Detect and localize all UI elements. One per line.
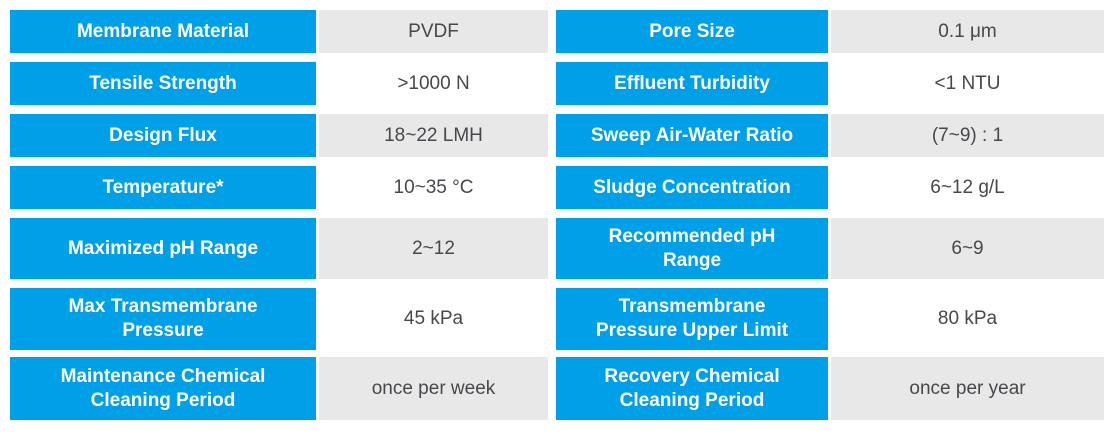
- label-text: Design Flux: [109, 124, 217, 146]
- label-recovery-chemical-cleaning-period: Recovery Chemical Cleaning Period: [556, 357, 828, 420]
- label-membrane-material: Membrane Material: [10, 10, 316, 53]
- value-maximized-ph-range: 2~12: [319, 218, 548, 279]
- value-sweep-air-water-ratio: (7~9) : 1: [831, 114, 1104, 157]
- value-text: 2~12: [412, 237, 455, 259]
- label-maximized-ph-range: Maximized pH Range: [10, 218, 316, 279]
- value-text: 6~9: [951, 237, 984, 259]
- label-text: Pressure Upper Limit: [595, 320, 789, 341]
- value-pore-size: 0.1 μm: [831, 10, 1104, 53]
- label-text: Membrane Material: [76, 20, 250, 42]
- value-transmembrane-pressure-upper-limit: 80 kPa: [831, 288, 1104, 350]
- label-text: Max Transmembrane: [68, 296, 258, 317]
- value-tensile-strength: >1000 N: [319, 62, 548, 105]
- value-text: >1000 N: [397, 72, 470, 94]
- value-text: 80 kPa: [937, 308, 998, 329]
- label-text: Maximized pH Range: [67, 237, 259, 259]
- label-text: Sludge Concentration: [593, 176, 791, 198]
- label-text: Sweep Air-Water Ratio: [590, 124, 794, 146]
- value-sludge-concentration: 6~12 g/L: [831, 166, 1104, 209]
- value-text: 18~22 LMH: [384, 124, 483, 146]
- value-text: once per week: [371, 377, 496, 399]
- value-text: 0.1 μm: [938, 20, 997, 42]
- label-sweep-air-water-ratio: Sweep Air-Water Ratio: [556, 114, 828, 157]
- value-text: <1 NTU: [934, 72, 1001, 94]
- value-text: once per year: [909, 377, 1026, 399]
- label-tensile-strength: Tensile Strength: [10, 62, 316, 105]
- label-text: Tensile Strength: [89, 72, 237, 94]
- value-text: (7~9) : 1: [931, 124, 1004, 146]
- value-text: 10~35 °C: [393, 176, 474, 198]
- label-text: Transmembrane: [618, 296, 766, 317]
- label-text: Maintenance Chemical: [60, 365, 266, 387]
- value-design-flux: 18~22 LMH: [319, 114, 548, 157]
- label-temperature: Temperature*: [10, 166, 316, 209]
- label-effluent-turbidity: Effluent Turbidity: [556, 62, 828, 105]
- value-temperature: 10~35 °C: [319, 166, 548, 209]
- value-membrane-material: PVDF: [319, 10, 548, 53]
- value-recovery-chemical-cleaning-period: once per year: [831, 357, 1104, 420]
- label-text: Cleaning Period: [90, 389, 236, 411]
- label-text: Effluent Turbidity: [614, 72, 770, 94]
- value-recommended-ph-range: 6~9: [831, 218, 1104, 279]
- label-maintenance-chemical-cleaning-period: Maintenance Chemical Cleaning Period: [10, 357, 316, 420]
- label-design-flux: Design Flux: [10, 114, 316, 157]
- value-text: 6~12 g/L: [930, 176, 1005, 198]
- label-text: Range: [662, 249, 722, 271]
- label-text: Cleaning Period: [619, 389, 765, 411]
- label-text: Pressure: [122, 320, 204, 341]
- label-text: Recovery Chemical: [604, 365, 780, 387]
- value-maintenance-chemical-cleaning-period: once per week: [319, 357, 548, 420]
- label-max-transmembrane-pressure: Max Transmembrane Pressure: [10, 288, 316, 350]
- label-text: Recommended pH: [608, 225, 776, 247]
- label-sludge-concentration: Sludge Concentration: [556, 166, 828, 209]
- label-text: Pore Size: [649, 20, 735, 42]
- value-text: 45 kPa: [403, 308, 464, 329]
- label-transmembrane-pressure-upper-limit: Transmembrane Pressure Upper Limit: [556, 288, 828, 350]
- value-max-transmembrane-pressure: 45 kPa: [319, 288, 548, 350]
- value-text: PVDF: [408, 20, 459, 42]
- label-pore-size: Pore Size: [556, 10, 828, 53]
- label-text: Temperature*: [102, 176, 224, 198]
- value-effluent-turbidity: <1 NTU: [831, 62, 1104, 105]
- label-recommended-ph-range: Recommended pH Range: [556, 218, 828, 279]
